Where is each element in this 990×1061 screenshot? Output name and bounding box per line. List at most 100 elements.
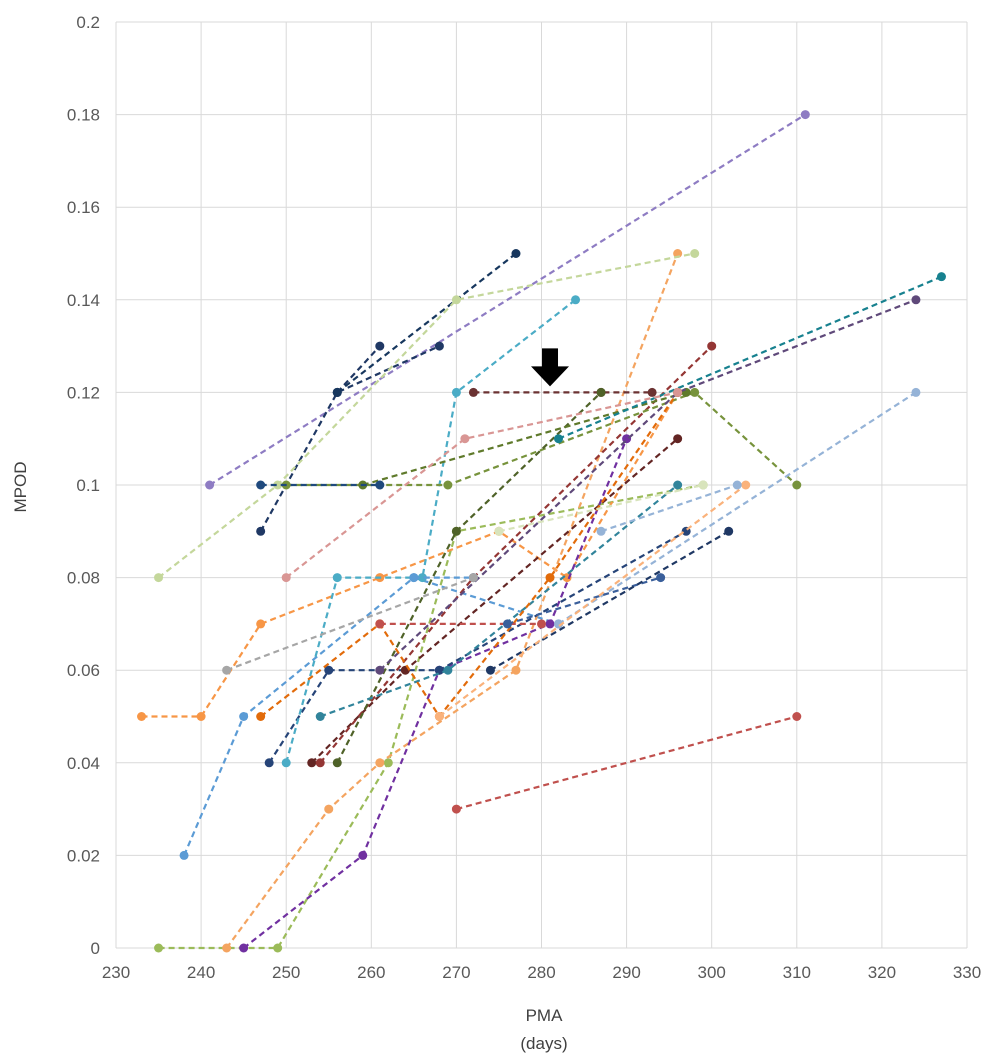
series-layer xyxy=(137,110,946,953)
x-axis-unit: (days) xyxy=(520,1034,567,1053)
data-point xyxy=(417,573,427,583)
data-point xyxy=(256,480,266,490)
data-point xyxy=(698,480,708,490)
data-point xyxy=(239,943,249,953)
data-point xyxy=(792,480,802,490)
data-point xyxy=(434,341,444,351)
series-line xyxy=(259,345,440,532)
x-tick-label: 250 xyxy=(272,963,300,982)
y-axis-title: MPOD xyxy=(11,462,30,513)
data-point xyxy=(315,712,325,721)
data-point xyxy=(375,665,385,675)
data-point xyxy=(409,573,419,583)
data-point xyxy=(554,434,564,444)
series-line xyxy=(558,275,942,440)
data-point xyxy=(936,272,946,282)
data-point xyxy=(137,712,147,721)
series-line xyxy=(456,715,798,811)
series-line xyxy=(225,253,679,949)
x-axis-title: PMA xyxy=(526,1006,564,1025)
data-point xyxy=(383,758,393,768)
data-point xyxy=(451,526,461,536)
series-27 xyxy=(375,619,546,629)
data-point xyxy=(332,573,342,583)
data-point xyxy=(673,249,683,258)
y-tick-label: 0.02 xyxy=(67,846,100,865)
data-point xyxy=(460,434,470,444)
data-point xyxy=(443,480,453,490)
data-point xyxy=(911,387,921,397)
y-tick-label: 0.04 xyxy=(67,754,100,773)
series-32 xyxy=(494,480,708,536)
data-point xyxy=(239,712,249,721)
data-point xyxy=(545,573,555,583)
series-6 xyxy=(222,249,683,953)
data-point xyxy=(673,434,683,444)
series-line xyxy=(209,113,806,486)
data-point xyxy=(375,480,385,490)
x-tick-label: 270 xyxy=(442,963,470,982)
x-tick-label: 320 xyxy=(868,963,896,982)
data-point xyxy=(451,804,461,814)
data-point xyxy=(571,295,581,305)
data-point xyxy=(273,480,283,490)
series-16 xyxy=(315,341,717,768)
data-point xyxy=(911,295,921,305)
data-point xyxy=(673,480,683,490)
data-point xyxy=(375,758,385,768)
series-line xyxy=(489,530,730,672)
data-point xyxy=(273,943,283,953)
y-tick-label: 0.12 xyxy=(67,383,100,402)
y-tick-label: 0.1 xyxy=(76,476,100,495)
data-point xyxy=(732,480,742,490)
series-line xyxy=(438,484,747,718)
series-15 xyxy=(307,434,683,768)
y-tick-label: 0.18 xyxy=(67,106,100,125)
data-point xyxy=(537,619,546,629)
x-tick-label: 230 xyxy=(102,963,130,982)
data-point xyxy=(324,665,334,675)
series-line xyxy=(285,391,678,579)
series-33 xyxy=(596,480,742,536)
data-point xyxy=(179,850,189,860)
data-point xyxy=(707,341,717,351)
series-31 xyxy=(434,480,751,721)
tick-labels: 230 240 250 260 270 280 290 300 310 320 330 0 0.02 0.… xyxy=(67,13,981,982)
data-point xyxy=(281,573,291,583)
data-point xyxy=(324,804,334,814)
data-point xyxy=(554,619,564,629)
data-point xyxy=(502,619,512,629)
data-point xyxy=(196,712,206,721)
series-line xyxy=(507,576,661,625)
data-point xyxy=(451,387,461,397)
data-point xyxy=(800,110,810,120)
data-point xyxy=(596,526,606,536)
series-line xyxy=(600,483,738,533)
data-point xyxy=(511,665,521,675)
series-line xyxy=(336,345,381,394)
annotation-arrow xyxy=(531,348,570,387)
series-12 xyxy=(332,249,521,397)
data-point xyxy=(205,480,215,490)
x-tick-label: 300 xyxy=(698,963,726,982)
y-tick-label: 0.16 xyxy=(67,198,100,217)
data-point xyxy=(494,526,504,536)
data-point xyxy=(792,712,802,721)
grid xyxy=(115,21,968,949)
x-tick-label: 280 xyxy=(527,963,555,982)
data-point xyxy=(545,619,555,629)
data-point xyxy=(256,712,266,721)
data-point xyxy=(443,665,453,675)
data-point xyxy=(222,943,232,953)
x-tick-label: 290 xyxy=(612,963,640,982)
data-point xyxy=(332,758,342,768)
data-point xyxy=(358,850,368,860)
series-13 xyxy=(154,249,700,583)
data-point xyxy=(468,573,478,583)
series-22 xyxy=(554,272,946,444)
data-point xyxy=(468,387,478,397)
data-point xyxy=(281,758,291,768)
data-point xyxy=(673,387,683,397)
data-point xyxy=(332,387,342,397)
